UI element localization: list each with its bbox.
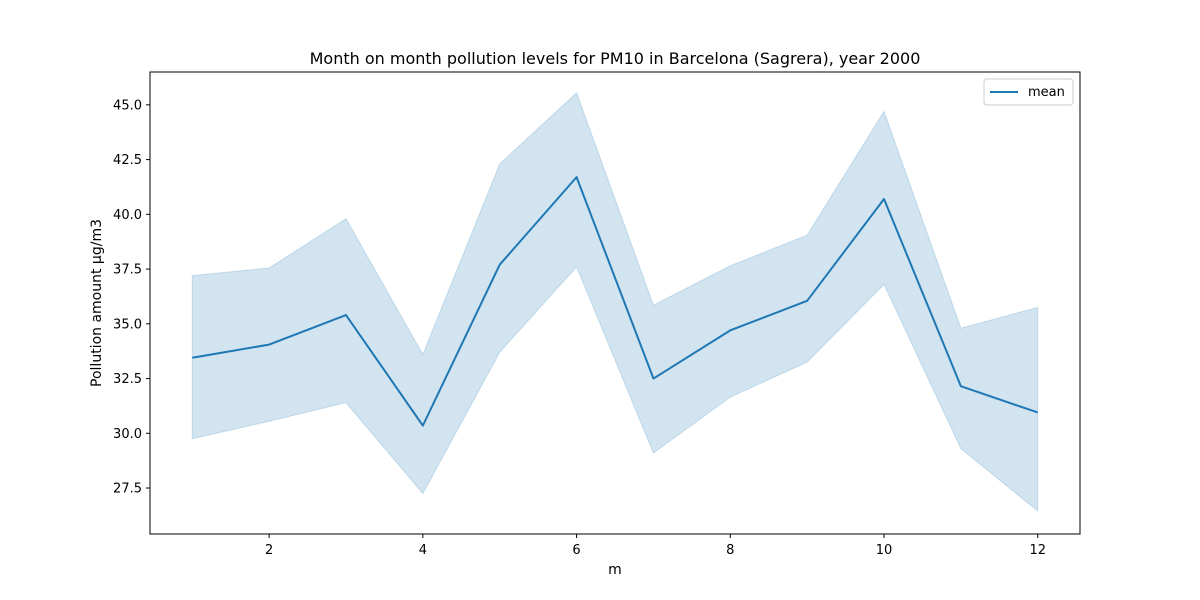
axes: 2 4 6 8 10 12 27.5 30.0 32.5 35.0 37.5 40.0 42.5 45.0	[113, 98, 1046, 558]
legend: mean	[983, 78, 1074, 106]
x-axis-label: m	[608, 562, 622, 578]
legend-mean-label: mean	[1028, 85, 1065, 100]
y-axis-label: Pollution amount µg/m3	[89, 219, 105, 387]
y-tick-label: 32.5	[113, 372, 142, 387]
plot-area	[191, 91, 1039, 513]
y-tick-label: 45.0	[113, 98, 142, 113]
confidence-band	[191, 91, 1039, 513]
y-tick-label: 40.0	[113, 208, 142, 223]
y-tick-label: 42.5	[113, 153, 142, 168]
x-tick-label: 12	[1029, 543, 1046, 558]
y-tick-label: 37.5	[113, 263, 142, 278]
legend-box	[983, 78, 1074, 106]
chart-title: Month on month pollution levels for PM10…	[310, 49, 921, 68]
x-tick-label: 10	[876, 543, 893, 558]
plot-frame	[149, 71, 1081, 535]
y-tick-label: 30.0	[113, 427, 142, 442]
x-tick-label: 4	[419, 543, 427, 558]
y-tick-label: 35.0	[113, 317, 142, 332]
x-tick-label: 2	[265, 543, 273, 558]
y-tick-label: 27.5	[113, 482, 142, 497]
x-tick-label: 8	[726, 543, 734, 558]
x-tick-label: 6	[572, 543, 580, 558]
series-line-mean	[192, 176, 1039, 427]
